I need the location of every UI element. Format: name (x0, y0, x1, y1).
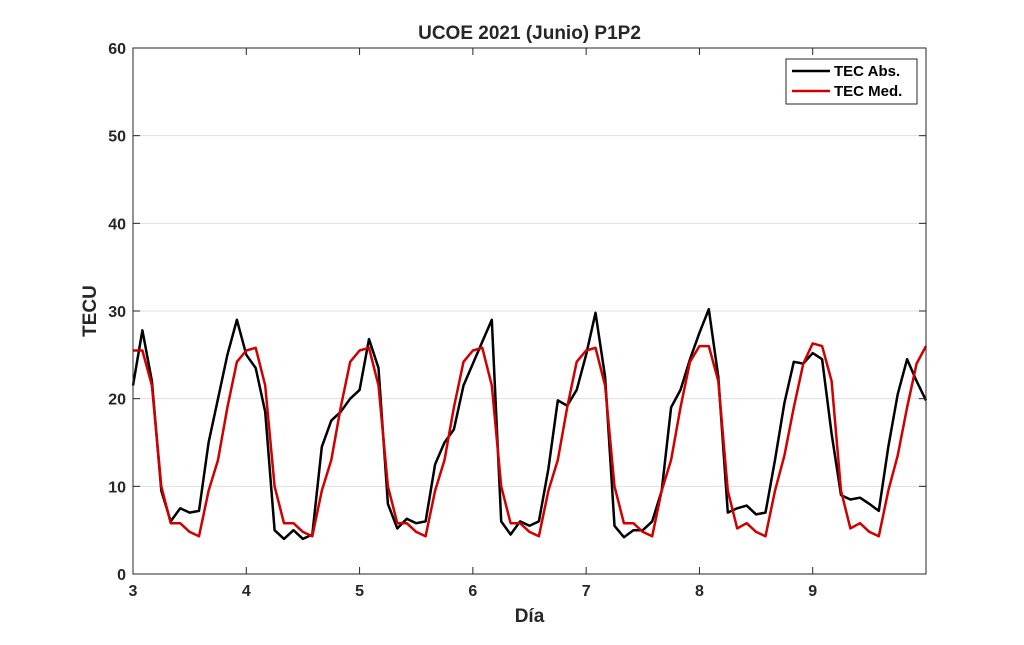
y-tick-label: 50 (108, 129, 126, 146)
series-line-tec-abs (131, 307, 928, 541)
series-lines (131, 307, 928, 541)
legend: TEC Abs. TEC Med. (785, 58, 918, 105)
y-axis-label: TECU (80, 285, 101, 337)
y-tick-label: 40 (108, 216, 126, 233)
legend-label-tec-med: TEC Med. (834, 83, 902, 100)
series-line-tec-med (133, 342, 928, 538)
y-tick-label: 60 (108, 41, 126, 58)
x-axis-label: Día (515, 606, 545, 627)
y-tick-label: 20 (108, 392, 126, 409)
axis-ticks: 0 10 20 30 40 50 60 3 4 5 6 7 8 9 (108, 41, 926, 600)
x-tick-label: 9 (808, 583, 817, 600)
x-tick-label: 7 (582, 583, 591, 600)
y-tick-label: 10 (108, 479, 126, 496)
legend-box (785, 58, 918, 105)
x-tick-label: 3 (129, 583, 138, 600)
legend-label-tec-abs: TEC Abs. (834, 63, 900, 80)
x-tick-label: 5 (355, 583, 364, 600)
x-tick-label: 6 (468, 583, 477, 600)
x-tick-label: 8 (695, 583, 704, 600)
grid-lines (133, 135, 926, 487)
chart-title: UCOE 2021 (Junio) P1P2 (418, 23, 641, 44)
y-tick-label: 0 (117, 567, 126, 584)
y-tick-label: 30 (108, 304, 126, 321)
x-tick-label: 4 (242, 583, 251, 600)
